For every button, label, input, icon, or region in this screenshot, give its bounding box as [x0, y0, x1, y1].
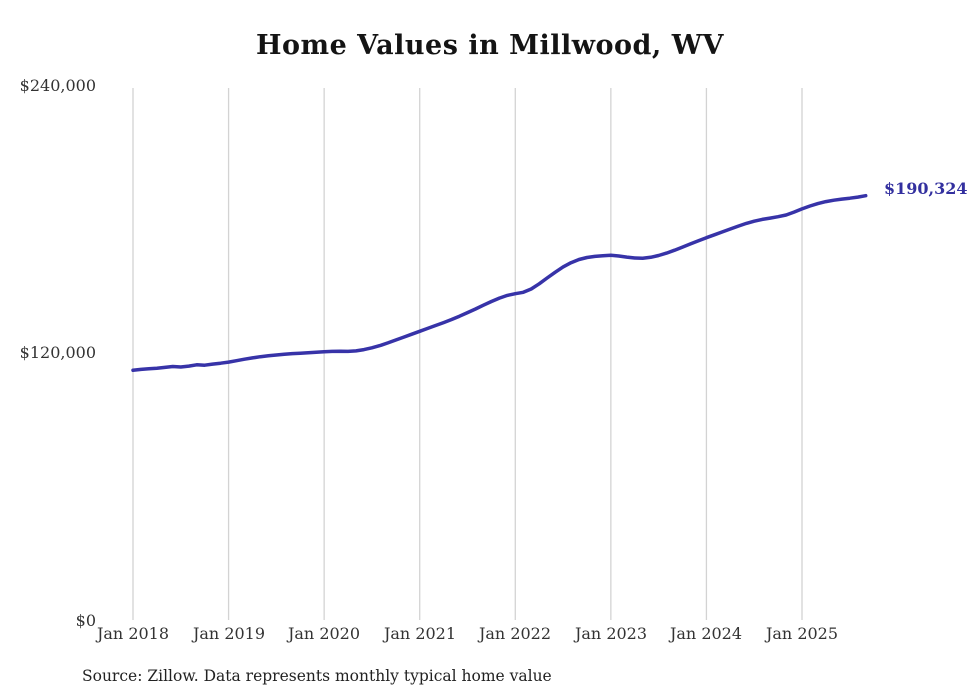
x-axis-tick-jan-2024: Jan 2024 — [669, 624, 743, 643]
y-axis-tick-240000: $240,000 — [19, 76, 96, 95]
x-axis-tick-jan-2018: Jan 2018 — [96, 624, 170, 643]
x-axis-tick-jan-2020: Jan 2020 — [287, 624, 361, 643]
y-axis-tick-120000: $120,000 — [19, 343, 96, 362]
home-value-line-series — [131, 193, 868, 373]
x-axis-tick-jan-2021: Jan 2021 — [383, 624, 457, 643]
x-axis-tick-jan-2019: Jan 2019 — [192, 624, 266, 643]
end-value-label: $190,324 — [884, 179, 968, 198]
y-axis-tick-0: $0 — [75, 611, 96, 630]
x-axis-tick-jan-2022: Jan 2022 — [478, 624, 552, 643]
chart-title: Home Values in Millwood, WV — [256, 30, 724, 61]
x-axis-tick-jan-2023: Jan 2023 — [574, 624, 648, 643]
x-axis-tick-jan-2025: Jan 2025 — [765, 624, 839, 643]
source-note: Source: Zillow. Data represents monthly … — [82, 667, 552, 685]
